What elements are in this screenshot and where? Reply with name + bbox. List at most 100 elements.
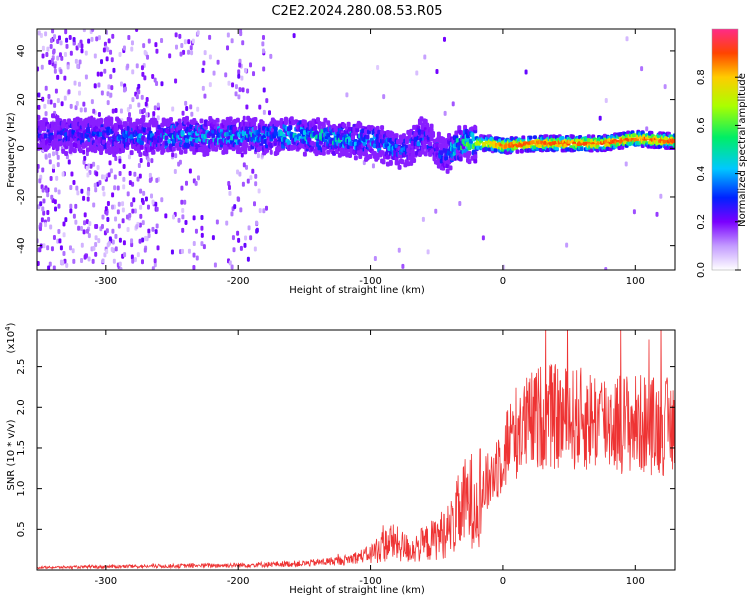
spectrogram-noise-cell <box>201 67 205 73</box>
spectrogram-noise-cell <box>154 42 158 48</box>
spectrogram-noise-cell <box>59 259 63 265</box>
colorbar-tick-label: 0.0 <box>696 262 707 278</box>
spectrogram-noise-cell <box>62 232 66 238</box>
spectrogram-ridge-cell <box>233 126 238 132</box>
x-tick-label: -100 <box>359 576 382 587</box>
spectrogram-noise-cell <box>49 99 53 105</box>
spectrogram-x-label: Height of straight line (km) <box>289 285 425 296</box>
spectrogram-noise-cell <box>140 94 144 100</box>
spectrogram-noise-cell <box>92 202 96 208</box>
spectrogram-ridge-cell <box>334 148 339 154</box>
spectrogram-noise-cell <box>625 36 629 42</box>
spectrogram-noise-cell <box>164 213 168 219</box>
spectrogram-ridge-cell <box>634 137 639 142</box>
spectrogram-noise-cell <box>249 62 253 68</box>
spectrogram-noise-cell <box>131 97 135 103</box>
spectrogram-noise-cell <box>227 185 231 191</box>
spectrogram-noise-cell <box>203 93 207 99</box>
spectrogram-ridge-cell <box>493 148 498 153</box>
spectrogram-noise-cell <box>68 34 72 40</box>
spectrogram-noise-cell <box>102 47 106 53</box>
spectrogram-noise-cell <box>108 236 112 242</box>
spectrogram-noise-cell <box>122 163 126 169</box>
spectrogram-noise-cell <box>152 111 156 117</box>
spectrogram-noise-cell <box>64 217 68 223</box>
spectrogram-noise-cell <box>181 207 185 213</box>
spectrogram-noise-cell <box>141 237 145 243</box>
spectrogram-noise-cell <box>659 193 663 199</box>
spectrogram-noise-cell <box>114 216 118 222</box>
spectrogram-noise-cell <box>37 30 41 36</box>
spectrogram-noise-cell <box>109 49 113 55</box>
spectrogram-noise-cell <box>107 38 111 44</box>
spectrogram-noise-cell <box>236 169 240 175</box>
spectrogram-ridge-cell <box>365 134 370 140</box>
spectrogram-noise-cell <box>41 53 45 59</box>
spectrogram-noise-cell <box>181 214 185 220</box>
spectrogram-noise-cell <box>244 235 248 241</box>
spectrogram-noise-cell <box>265 98 269 104</box>
spectrogram-noise-cell <box>99 71 103 77</box>
spectrogram-noise-cell <box>258 104 262 110</box>
spectrogram-noise-cell <box>237 196 241 202</box>
spectrogram-noise-cell <box>604 267 608 270</box>
spectrogram-ridge-cell <box>570 134 575 139</box>
spectrogram-noise-cell <box>94 187 98 193</box>
x-tick-label: -100 <box>359 276 382 287</box>
spectrogram-noise-cell <box>142 190 146 196</box>
spectrogram-noise-cell <box>254 181 258 187</box>
spectrogram-noise-cell <box>106 242 110 248</box>
spectrogram-ridge-cell <box>368 154 373 160</box>
snr-y-multiplier-exponent: 4 <box>4 326 12 331</box>
spectrogram-ridge-cell <box>649 130 654 135</box>
spectrogram-ridge-cell <box>671 139 675 144</box>
spectrogram-noise-cell <box>41 45 45 51</box>
spectrogram-noise-cell <box>151 199 155 205</box>
spectrogram-ridge-cell <box>672 133 675 138</box>
spectrogram-noise-cell <box>48 261 52 267</box>
spectrogram-noise-cell <box>82 195 86 201</box>
spectrogram-noise-cell <box>82 149 86 155</box>
spectrogram-noise-cell <box>155 177 159 183</box>
x-tick-label: 100 <box>626 276 645 287</box>
spectrogram-noise-cell <box>269 149 273 155</box>
spectrogram-noise-cell <box>141 220 145 226</box>
spectrogram-noise-cell <box>200 214 204 220</box>
spectrogram-noise-cell <box>76 63 80 69</box>
spectrogram-noise-cell <box>147 228 151 234</box>
spectrogram-noise-cell <box>242 115 246 121</box>
spectrogram-noise-cell <box>184 219 188 225</box>
spectrogram-noise-cell <box>111 192 115 198</box>
spectrogram-noise-cell <box>54 88 58 94</box>
spectrogram-noise-cell <box>72 179 76 185</box>
spectrogram-noise-cell <box>234 91 238 97</box>
spectrogram-ridge-cell <box>123 121 128 127</box>
spectrogram-noise-cell <box>80 258 84 264</box>
spectrogram-noise-cell <box>122 240 126 246</box>
spectrogram-noise-cell <box>101 174 105 180</box>
spectrogram-noise-cell <box>39 222 43 228</box>
spectrogram-noise-cell <box>56 98 60 104</box>
spectrogram-noise-cell <box>241 181 245 187</box>
spectrogram-noise-cell <box>74 105 78 111</box>
spectrogram-noise-cell <box>116 185 120 191</box>
spectrogram-noise-cell <box>112 258 116 264</box>
spectrogram-ridge-cell <box>37 115 41 121</box>
spectrogram-noise-cell <box>202 60 206 66</box>
spectrogram-noise-cell <box>155 81 159 87</box>
spectrogram-noise-cell <box>192 252 196 258</box>
spectrogram-noise-cell <box>240 152 244 158</box>
spectrogram-noise-cell <box>251 168 255 174</box>
spectrogram-ridge-cell <box>168 116 173 122</box>
spectrogram-noise-cell <box>663 84 667 90</box>
spectrogram-ridge-cell <box>286 140 291 146</box>
spectrogram-noise-cell <box>65 43 69 49</box>
spectrogram-noise-cell <box>130 202 134 208</box>
spectrogram-noise-cell <box>139 204 143 210</box>
spectrogram-noise-cell <box>101 185 105 191</box>
spectrogram-noise-cell <box>262 109 266 115</box>
y-tick-label: 40 <box>16 45 27 58</box>
spectrogram-noise-cell <box>62 251 66 257</box>
spectrogram-noise-cell <box>397 247 401 253</box>
spectrogram-noise-cell <box>95 36 99 42</box>
